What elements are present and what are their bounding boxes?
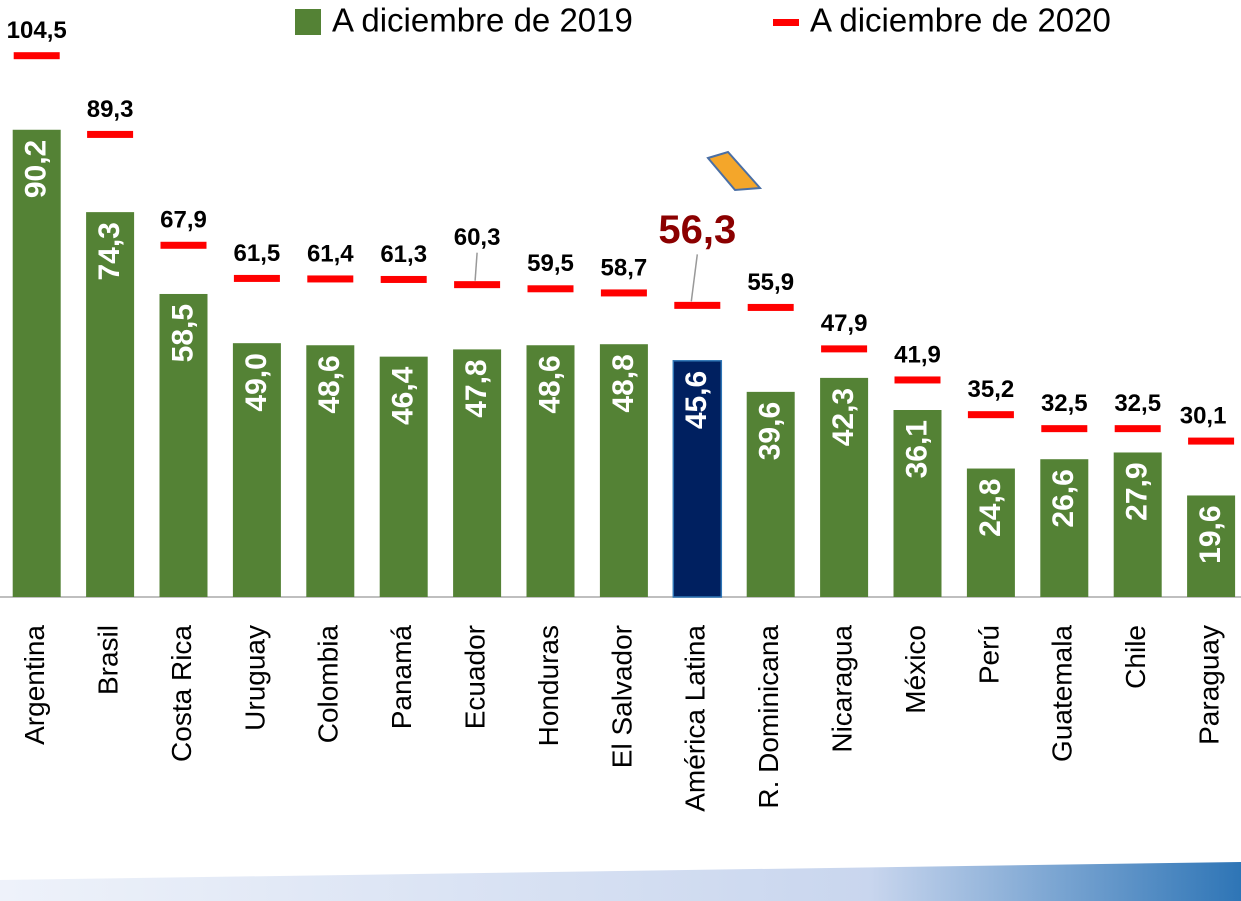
- arrow-icon: [706, 150, 763, 192]
- bar-value-label: 90,2: [20, 140, 53, 198]
- x-tick-label: Paraguay: [1193, 625, 1224, 745]
- x-tick-label: Ecuador: [459, 625, 490, 729]
- dash-marker: [160, 241, 207, 249]
- dash-marker: [967, 411, 1014, 419]
- bar-value-label: 39,6: [754, 402, 787, 460]
- bar-value-label: 42,3: [827, 388, 860, 446]
- bar: [672, 360, 723, 598]
- legend-swatch: [295, 9, 321, 35]
- dash-marker: [600, 289, 647, 297]
- bar: [893, 410, 942, 597]
- bar-value-label: 74,3: [93, 222, 126, 280]
- x-tick-label: Uruguay: [239, 625, 270, 731]
- bar-value-label: 48,6: [313, 355, 346, 413]
- dash-marker: [674, 301, 721, 309]
- dash-marker: [747, 303, 794, 311]
- dash-value-label: 104,5: [7, 17, 67, 44]
- x-tick-label: Chile: [1120, 625, 1151, 689]
- dash-value-label: 89,3: [87, 96, 134, 123]
- x-tick-label: América Latina: [680, 625, 711, 812]
- dash-marker: [307, 275, 354, 283]
- dash-marker: [233, 274, 280, 282]
- bar: [820, 377, 869, 597]
- dash-value-label: 32,5: [1114, 390, 1161, 417]
- x-tick-label: Panamá: [386, 625, 417, 730]
- bar-value-label: 47,8: [460, 359, 493, 417]
- dash-marker: [1114, 425, 1161, 433]
- bar-value-label: 26,6: [1047, 469, 1080, 527]
- dash-marker: [87, 130, 134, 138]
- legend-label: A diciembre de 2020: [810, 2, 1111, 39]
- dash-value-label: 59,5: [527, 250, 574, 277]
- leader-line: [474, 252, 478, 281]
- bar: [966, 468, 1015, 597]
- leader-line: [690, 254, 699, 302]
- dash-marker: [527, 285, 574, 293]
- bar: [1040, 459, 1089, 597]
- dash-value-label: 58,7: [601, 254, 648, 281]
- bar: [12, 129, 61, 598]
- footer-band: [0, 862, 1241, 901]
- dash-value-label: 32,5: [1041, 390, 1088, 417]
- x-tick-label: Perú: [973, 625, 1004, 684]
- bar: [159, 293, 208, 597]
- x-tick-label: Brasil: [92, 625, 123, 695]
- dash-value-label: 67,9: [160, 207, 207, 234]
- legend-swatch: [773, 19, 799, 26]
- bar: [379, 356, 428, 597]
- bar-value-label: 58,5: [166, 304, 199, 362]
- bar: [1113, 452, 1162, 597]
- bar: [232, 343, 281, 597]
- bar: [526, 345, 575, 597]
- dash-value-label: 61,5: [234, 240, 281, 267]
- bar-value-label: 46,4: [387, 366, 420, 425]
- bar-value-label: 45,6: [680, 371, 713, 429]
- x-tick-label: R. Dominicana: [753, 625, 784, 809]
- x-tick-label: México: [900, 625, 931, 714]
- bar-value-label: 49,0: [240, 353, 273, 411]
- dash-marker: [1188, 437, 1235, 445]
- dash-marker: [894, 376, 941, 384]
- bar: [306, 345, 355, 597]
- dash-marker: [821, 345, 868, 353]
- x-tick-label: Honduras: [533, 625, 564, 746]
- dash-value-label: 41,9: [894, 341, 941, 368]
- bar-value-label: 24,8: [974, 479, 1007, 537]
- dash-marker: [1041, 425, 1088, 433]
- x-tick-label: Nicaragua: [826, 625, 857, 753]
- x-tick-label: Colombia: [313, 625, 344, 744]
- dash-value-label: 30,1: [1180, 402, 1227, 429]
- dash-value-label: 47,9: [821, 310, 868, 337]
- bar: [86, 212, 135, 597]
- bar: [1187, 495, 1236, 597]
- dash-marker: [13, 52, 60, 60]
- dash-marker: [454, 281, 501, 289]
- bar: [746, 391, 795, 597]
- bar-value-label: 48,6: [533, 355, 566, 413]
- bar: [599, 344, 648, 597]
- dash-value-label: 60,3: [454, 224, 501, 251]
- bar-value-label: 48,8: [607, 354, 640, 412]
- x-tick-label: Guatemala: [1047, 625, 1078, 762]
- x-tick-label: Argentina: [19, 625, 50, 745]
- dash-value-label: 56,3: [658, 208, 736, 252]
- bar-value-label: 19,6: [1194, 505, 1227, 563]
- bar: [453, 349, 502, 597]
- legend-label: A diciembre de 2019: [332, 2, 633, 39]
- bar-value-label: 36,1: [900, 420, 933, 478]
- dash-value-label: 61,4: [307, 240, 354, 267]
- x-tick-label: Costa Rica: [166, 625, 197, 762]
- dash-marker: [380, 275, 427, 283]
- dash-value-label: 35,2: [968, 376, 1015, 403]
- x-tick-label: El Salvador: [606, 625, 637, 768]
- dash-value-label: 61,3: [380, 241, 427, 268]
- bar-value-label: 27,9: [1121, 462, 1154, 520]
- dash-value-label: 55,9: [747, 269, 794, 296]
